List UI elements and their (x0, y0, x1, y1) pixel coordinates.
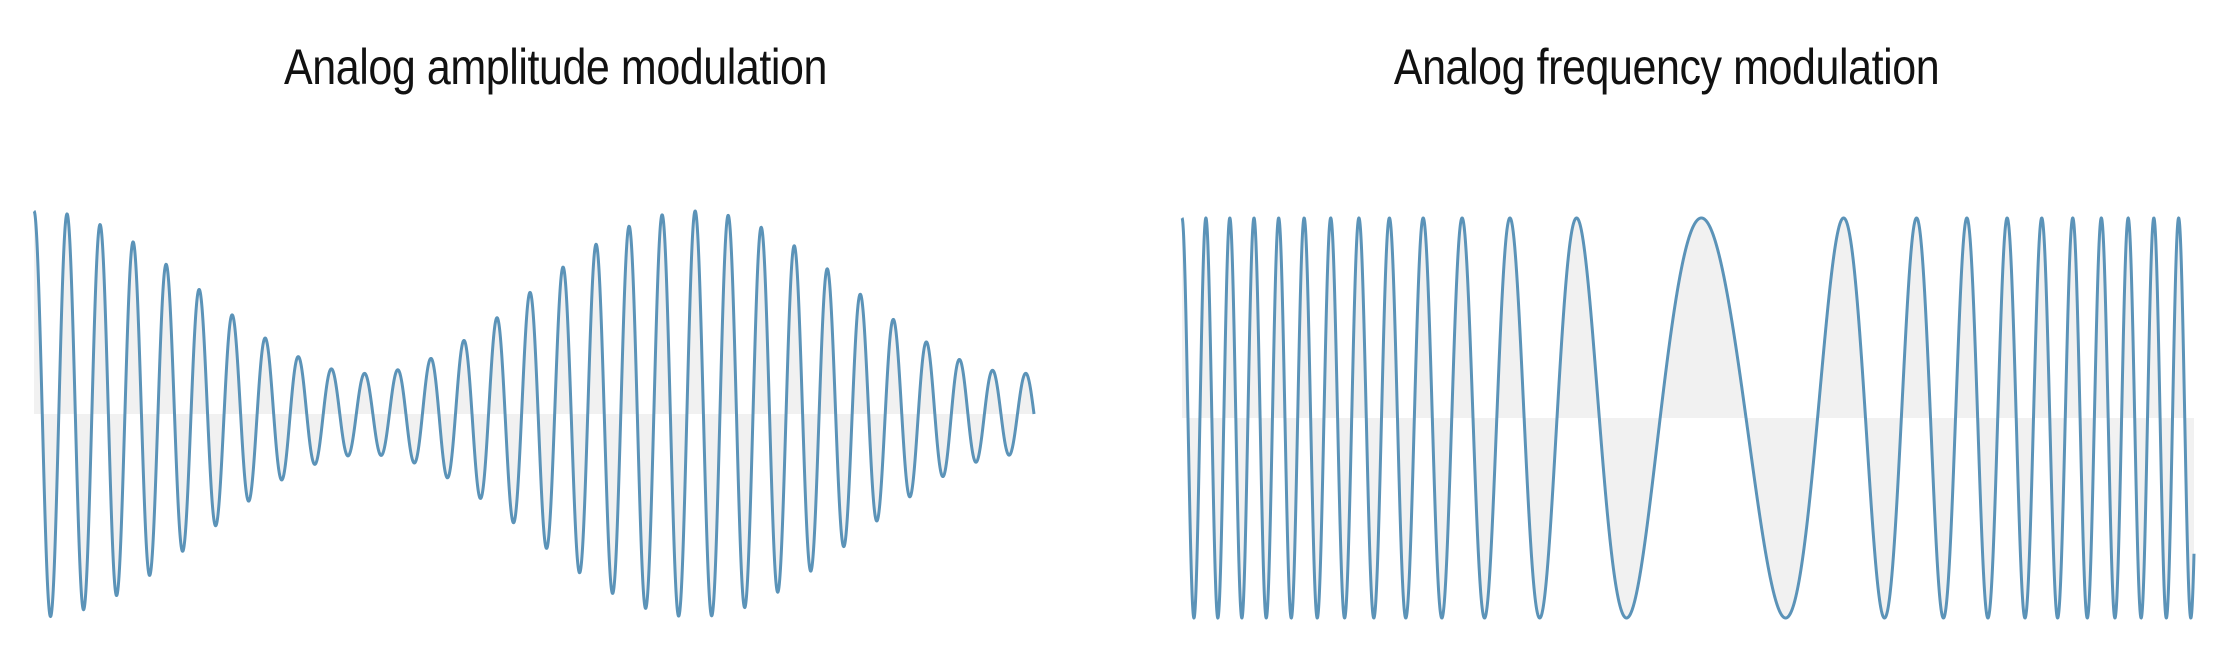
am-wave-shading (34, 211, 1034, 617)
am-title: Analog amplitude modulation (284, 39, 827, 95)
am-panel: Analog amplitude modulation (32, 39, 1036, 618)
am-waveform (32, 209, 1036, 618)
fm-title: Analog frequency modulation (1393, 39, 1940, 95)
fm-waveform (1180, 216, 2196, 620)
fm-panel: Analog frequency modulation (1111, 0, 2222, 658)
fm-wave-shading (1182, 218, 2194, 618)
fm-wave-line (1180, 216, 2196, 620)
am-wave-line (32, 209, 1036, 618)
